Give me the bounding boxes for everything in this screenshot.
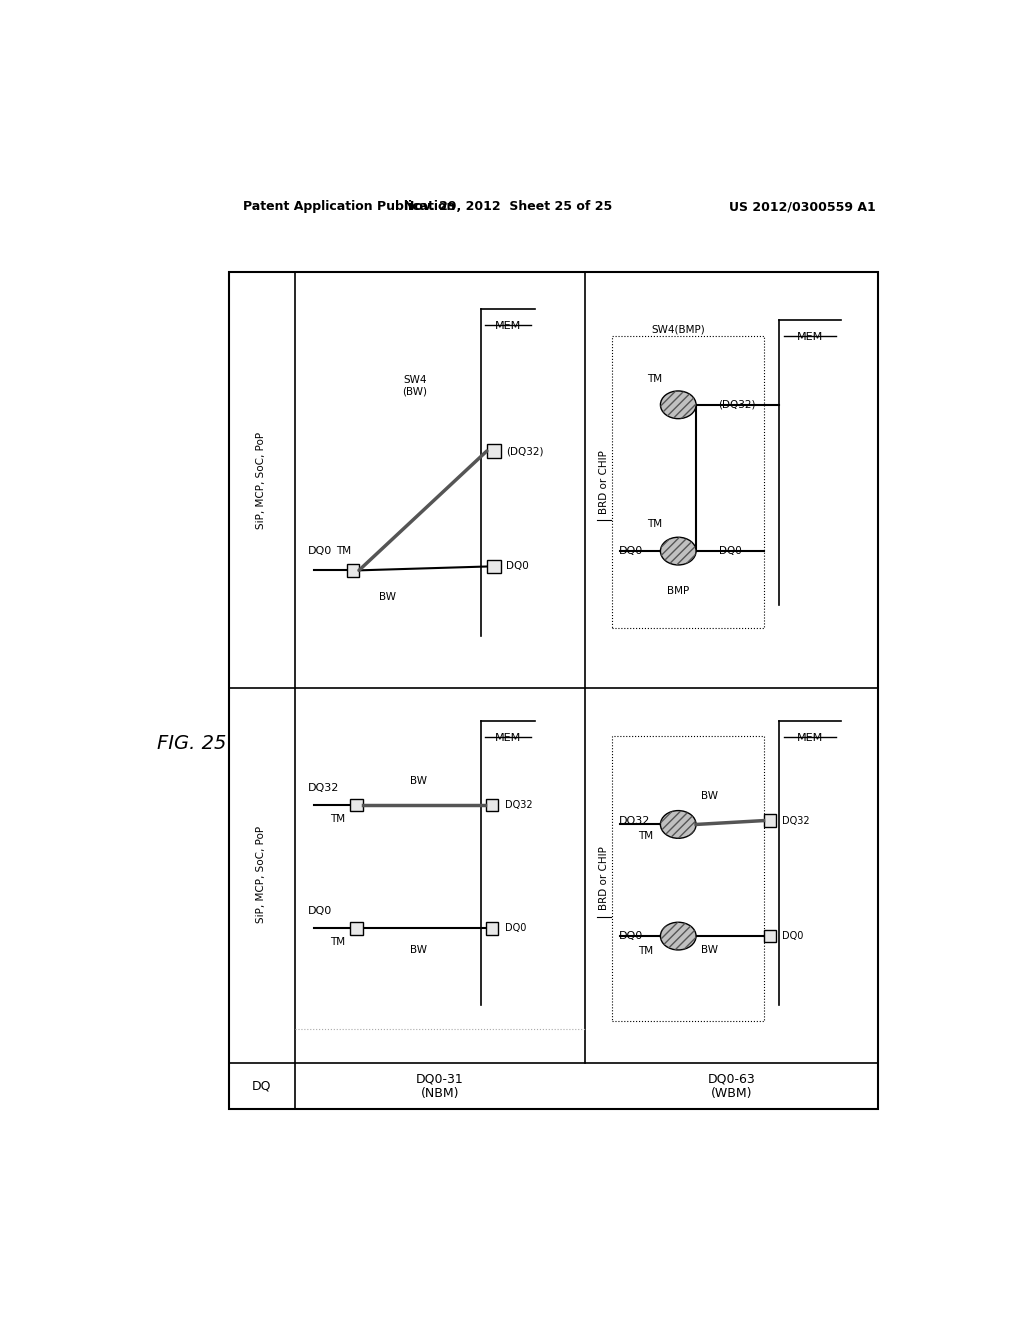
Text: DQ32: DQ32 [308, 783, 339, 793]
Text: Nov. 29, 2012  Sheet 25 of 25: Nov. 29, 2012 Sheet 25 of 25 [403, 201, 612, 214]
Text: DQ32: DQ32 [618, 816, 650, 825]
Text: SW4
(BW): SW4 (BW) [402, 375, 427, 396]
Text: SiP, MCP, SoC, PoP: SiP, MCP, SoC, PoP [256, 826, 266, 923]
Text: DQ32: DQ32 [782, 816, 810, 825]
Text: MEM: MEM [797, 333, 823, 342]
Text: DQ0: DQ0 [506, 561, 529, 572]
Text: MEM: MEM [495, 321, 521, 331]
Bar [764, 929, 776, 942]
Text: DQ0: DQ0 [308, 907, 332, 916]
Text: TM: TM [330, 814, 345, 824]
Text: DQ0-63
(WBM): DQ0-63 (WBM) [708, 1072, 756, 1101]
Text: BW: BW [411, 776, 427, 785]
Bar [612, 335, 764, 628]
Text: BW: BW [379, 593, 396, 602]
Text: MEM: MEM [495, 733, 521, 743]
Text: SiP, MCP, SoC, PoP: SiP, MCP, SoC, PoP [256, 432, 266, 529]
Bar [612, 737, 764, 1020]
Text: MEM: MEM [797, 733, 823, 743]
Text: DQ0-31
(NBM): DQ0-31 (NBM) [416, 1072, 464, 1101]
Text: BMP: BMP [667, 586, 689, 597]
Text: BW: BW [411, 945, 427, 954]
Text: TM: TM [638, 832, 653, 841]
Ellipse shape [660, 923, 696, 950]
Bar [764, 814, 776, 826]
Bar [486, 923, 499, 935]
Bar [350, 799, 362, 812]
Text: SW4(BMP): SW4(BMP) [651, 325, 706, 334]
Bar [346, 564, 359, 577]
Text: DQ0: DQ0 [618, 931, 643, 941]
Text: TM: TM [330, 937, 345, 948]
Bar [486, 560, 501, 573]
Text: DQ: DQ [252, 1080, 271, 1093]
Bar [486, 444, 501, 458]
Text: Patent Application Publication: Patent Application Publication [243, 201, 455, 214]
Text: DQ32: DQ32 [505, 800, 532, 810]
Text: DQ0: DQ0 [782, 931, 804, 941]
Text: BRD or CHIP: BRD or CHIP [599, 450, 609, 513]
Text: TM: TM [638, 946, 653, 957]
Text: (DQ32): (DQ32) [506, 446, 544, 455]
Ellipse shape [660, 810, 696, 838]
Text: DQ0: DQ0 [719, 546, 741, 556]
Bar [486, 799, 499, 812]
Bar [350, 923, 362, 935]
Text: BRD or CHIP: BRD or CHIP [599, 846, 609, 911]
Text: US 2012/0300559 A1: US 2012/0300559 A1 [729, 201, 876, 214]
Text: FIG. 25: FIG. 25 [157, 734, 226, 754]
Text: TM: TM [647, 519, 663, 529]
Ellipse shape [660, 537, 696, 565]
Text: (DQ32): (DQ32) [719, 400, 756, 409]
Text: BW: BW [700, 945, 718, 954]
Text: TM: TM [336, 546, 351, 556]
Text: DQ0: DQ0 [308, 546, 332, 556]
Bar [228, 272, 879, 1109]
Ellipse shape [660, 391, 696, 418]
Text: BW: BW [700, 791, 718, 801]
Text: DQ0: DQ0 [618, 546, 643, 556]
Text: TM: TM [647, 375, 663, 384]
Text: DQ0: DQ0 [505, 924, 526, 933]
